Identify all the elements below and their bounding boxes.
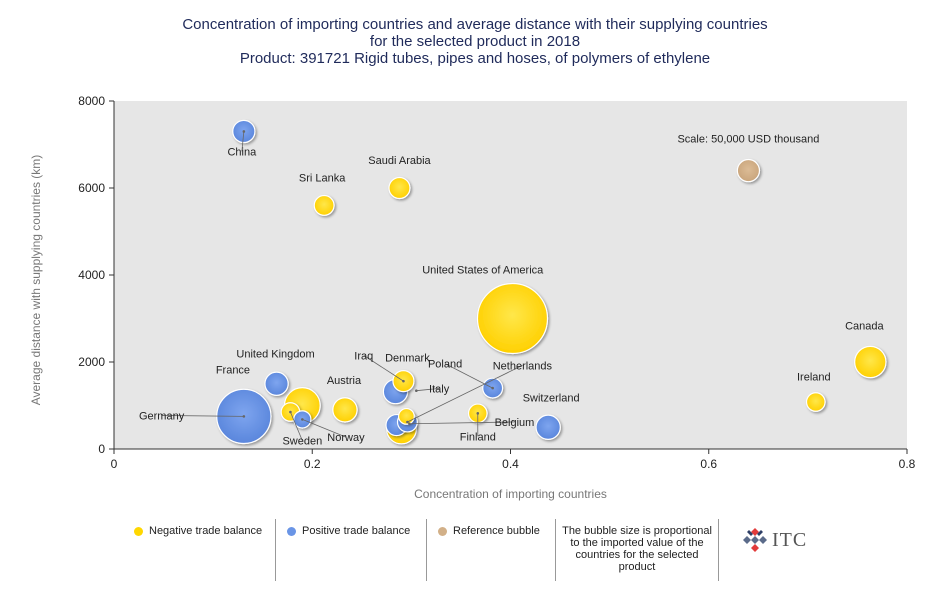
legend-divider	[426, 519, 427, 581]
axes: 0 0.2 0.4 0.6 0.8 0 2000 4000 6000 8000	[78, 94, 915, 471]
y-tick-label: 0	[98, 442, 105, 456]
y-tick-label: 2000	[78, 355, 105, 369]
bubble-label: Poland	[428, 359, 462, 371]
legend-item-negative[interactable]: Negative trade balance	[134, 525, 262, 537]
itc-logo: ITC	[742, 527, 807, 553]
bubble-label: Belgium	[495, 417, 535, 429]
bubble-label: United States of America	[422, 265, 544, 277]
leader-line	[363, 355, 404, 382]
reference-dot-icon	[438, 526, 447, 536]
leader-line	[416, 388, 440, 392]
bubble-saudi-arabia[interactable]	[388, 176, 411, 200]
bubble-label: Iraq	[354, 350, 373, 362]
leader-dot	[491, 386, 494, 390]
legend-item-positive[interactable]: Positive trade balance	[287, 525, 410, 537]
legend-divider	[555, 519, 556, 581]
x-tick-label: 0.4	[502, 457, 519, 471]
bubble-sri-lanka[interactable]	[313, 194, 335, 216]
bubble-labels: China Sri Lanka Saudi Arabia Scale: 50,000 …	[139, 133, 885, 447]
leader-line	[161, 415, 244, 417]
legend-size-note: The bubble size is proportional to the i…	[562, 525, 712, 573]
x-tick-label: 0.8	[899, 457, 916, 471]
bubble-label: Sweden	[282, 436, 322, 448]
leader-dot	[408, 422, 411, 426]
bubble-label: Netherlands	[493, 360, 553, 372]
leader-line	[407, 365, 523, 423]
bubble-label: Austria	[327, 375, 362, 387]
negative-dot-icon	[134, 526, 143, 536]
legend-positive-label: Positive trade balance	[302, 525, 411, 537]
leader-line	[241, 131, 245, 152]
itc-logo-icon	[743, 528, 767, 552]
bubble-label: China	[227, 146, 257, 158]
leader-lines	[161, 130, 523, 441]
leader-dot	[402, 379, 405, 383]
bubble-ireland[interactable]	[805, 392, 826, 412]
leader-line	[409, 421, 515, 425]
leader-dot	[476, 412, 480, 415]
leader-line	[302, 419, 347, 438]
positive-dot-icon	[287, 526, 296, 536]
leader-line	[290, 411, 303, 441]
leader-dot	[406, 420, 409, 424]
leader-dot	[289, 410, 292, 414]
bubble-label: Norway	[327, 432, 365, 444]
bubble-switzerland[interactable]	[535, 414, 561, 440]
legend-reference-label: Reference bubble	[453, 525, 540, 537]
y-tick-label: 6000	[78, 181, 105, 195]
legend-divider	[275, 519, 276, 581]
legend-divider	[718, 519, 719, 581]
x-axis-label: Concentration of importing countries	[414, 487, 607, 501]
y-tick-label: 4000	[78, 268, 105, 282]
chart-title-line-1: Concentration of importing countries and…	[182, 16, 768, 33]
bubble-label: Canada	[845, 320, 884, 332]
bubble-canada[interactable]	[854, 345, 887, 379]
chart-title: Concentration of importing countries and…	[0, 16, 950, 67]
chart-title-line-2: for the selected product in 2018	[369, 33, 581, 50]
bubble-label: France	[216, 364, 250, 376]
legend: Negative trade balance Positive trade ba…	[120, 515, 820, 583]
leader-dot	[415, 389, 418, 393]
bubble-united-states-of-america[interactable]	[476, 282, 549, 355]
leader-dot	[242, 130, 246, 133]
bubble-label: Saudi Arabia	[368, 155, 431, 167]
x-tick-label: 0.2	[304, 457, 321, 471]
leader-dot	[301, 418, 304, 421]
leader-dot	[242, 415, 246, 418]
y-tick-label: 8000	[78, 94, 105, 108]
x-tick-label: 0.6	[700, 457, 717, 471]
bubble-label: Ireland	[797, 371, 831, 383]
y-axis-label: Average distance with supplying countrie…	[29, 155, 43, 406]
bubble-label: Sri Lanka	[299, 172, 346, 184]
bubble-united-kingdom[interactable]	[264, 371, 289, 396]
itc-logo-text: ITC	[772, 528, 808, 551]
bubble-label: Germany	[139, 410, 185, 422]
x-tick-label: 0	[111, 457, 118, 471]
bubble-austria[interactable]	[332, 397, 358, 423]
legend-item-reference[interactable]: Reference bubble	[438, 525, 540, 537]
bubble-label: Denmark	[385, 353, 430, 365]
bubble-label: Finland	[460, 431, 496, 443]
chart-title-line-3: Product: 391721 Rigid tubes, pipes and h…	[239, 50, 711, 67]
bubble-label: Italy	[429, 383, 450, 395]
bubble-label: Switzerland	[523, 393, 580, 405]
bubble-reference[interactable]	[736, 158, 761, 183]
legend-negative-label: Negative trade balance	[149, 525, 263, 537]
bubble-label: United Kingdom	[236, 349, 314, 361]
bubble-label: Scale: 50,000 USD thousand	[677, 133, 819, 145]
